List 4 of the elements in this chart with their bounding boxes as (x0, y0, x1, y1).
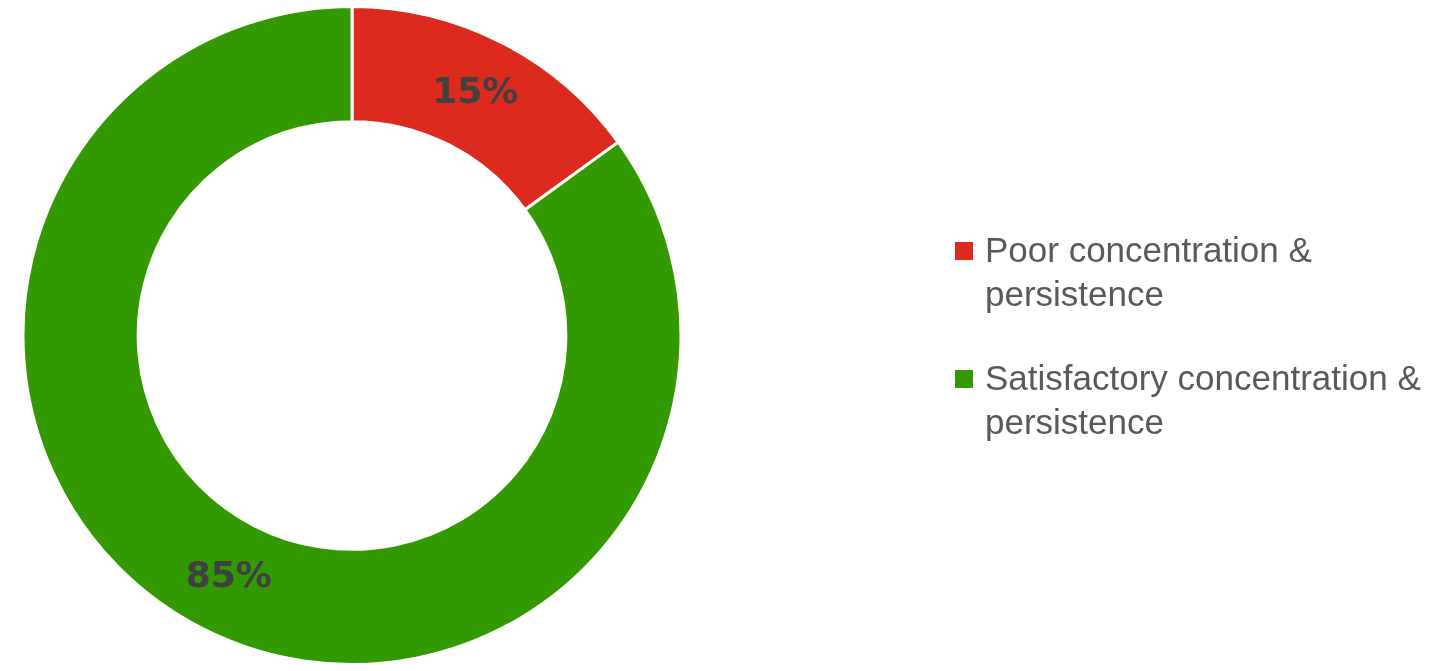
data-label: 15% (432, 70, 519, 112)
legend-label: Satisfactory concentration & persistence (985, 356, 1422, 443)
legend-label: Poor concentration & persistence (985, 228, 1313, 315)
data-label: 85% (185, 553, 272, 595)
